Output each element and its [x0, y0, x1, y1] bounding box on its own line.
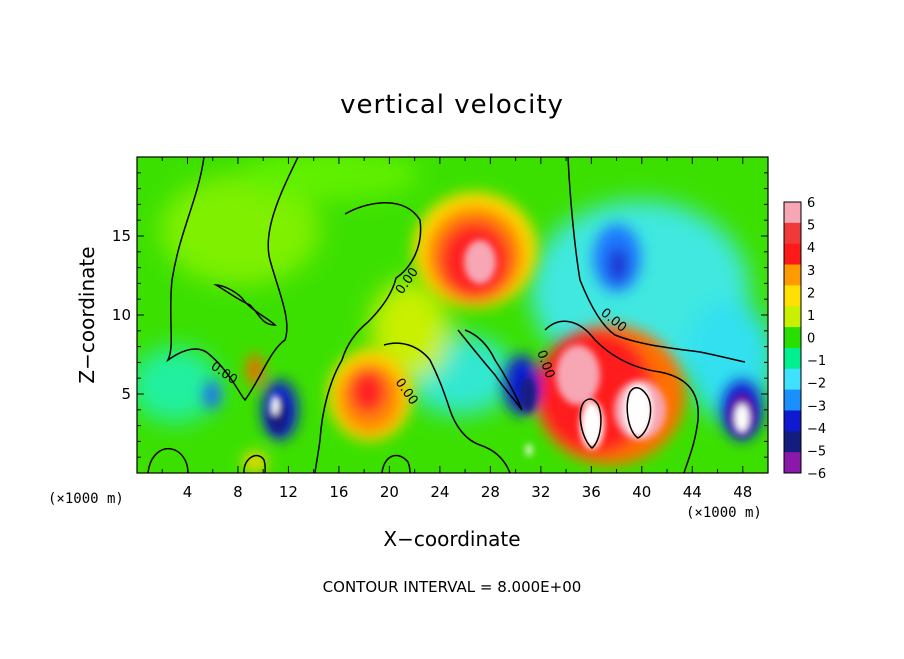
colorbar-swatch	[784, 347, 801, 370]
colorbar-tick-label: −5	[807, 444, 826, 459]
field-pink-right-cell-1	[556, 345, 600, 405]
field-white-center	[526, 444, 532, 456]
field-red-left-lobe	[350, 370, 386, 414]
field-pink-top-center	[464, 240, 496, 284]
colorbar-swatch	[784, 243, 801, 266]
x-axis: 4 8 12 16 20 24 28 32 36 40 44 48	[161, 157, 752, 501]
y-axis: 5 10 15	[112, 172, 768, 458]
colorbar-tick-label: −3	[807, 399, 826, 414]
contour-right-main	[567, 157, 746, 363]
x-tick-label: 12	[279, 483, 298, 501]
colorbar-swatch	[784, 264, 801, 286]
x-tick-label: 8	[233, 483, 243, 501]
field-lightgreen-top	[240, 157, 420, 200]
field-darkblue-upper-right	[608, 247, 628, 283]
contour-right-cell	[544, 320, 699, 473]
colorbar-tick-label: 1	[807, 309, 815, 324]
colorbar-swatch	[784, 306, 801, 328]
colorbar-tick-label: 4	[807, 241, 815, 256]
colorbar-swatch	[784, 389, 801, 411]
field-cyan-left	[137, 347, 220, 423]
x-tick-label: 16	[329, 483, 348, 501]
contour-bottom-left-loop	[147, 448, 189, 473]
x-axis-title: X−coordinate	[383, 527, 520, 551]
field-white-farright	[735, 404, 749, 432]
contour-left-boundary	[166, 157, 299, 402]
contour-mid	[383, 342, 511, 473]
colorbar-swatch	[784, 327, 801, 349]
contour-interval-footnote: CONTOUR INTERVAL = 8.000E+00	[323, 578, 582, 596]
field-lightgreen-left	[160, 175, 320, 285]
contour-right-inner-2	[626, 387, 652, 439]
colorbar-tick-label: 0	[807, 332, 815, 347]
y-tick-label: 5	[121, 385, 131, 403]
field-blue-smallleft	[204, 381, 220, 409]
colorbar-tick-label: −2	[807, 377, 826, 392]
x-tick-label: 36	[582, 483, 601, 501]
colorbar: 6 5 4 3 2 1 0 −1 −2 −3 −4 −5 −6	[783, 196, 826, 482]
colorbar-swatch	[784, 202, 801, 224]
field-orange-smallleft	[247, 354, 263, 386]
field-white-left	[271, 395, 279, 415]
colorbar-swatch	[784, 452, 801, 474]
colorbar-swatch	[784, 285, 801, 307]
colorbar-swatch	[784, 368, 801, 391]
x-tick-label: 20	[380, 483, 399, 501]
y-axis-title: Z−coordinate	[75, 246, 99, 383]
colorbar-tick-label: 3	[807, 264, 815, 279]
x-axis-unit-right: (×1000 m)	[686, 505, 762, 521]
contour-bottom-small-loop	[243, 454, 266, 473]
x-axis-unit-left: (×1000 m)	[48, 491, 124, 507]
contour-right-inner-1	[579, 398, 602, 449]
colorbar-swatch	[784, 222, 801, 245]
x-tick-label: 4	[183, 483, 193, 501]
contour-center-loop	[457, 329, 523, 411]
x-tick-label: 32	[531, 483, 550, 501]
x-tick-label: 28	[481, 483, 500, 501]
colorbar-tick-label: 5	[807, 219, 815, 234]
x-tick-label: 44	[683, 483, 702, 501]
colorbar-swatch	[784, 410, 801, 432]
contour-mid-left	[314, 202, 422, 473]
field-purple-center	[520, 377, 536, 413]
contour-left-lobe	[213, 284, 277, 326]
colorbar-tick-label: 2	[807, 286, 815, 301]
contour-bottom-center-loop	[381, 454, 411, 473]
colorbar-tick-label: 6	[807, 196, 815, 211]
colorbar-tick-label: −4	[807, 422, 826, 437]
x-tick-label: 48	[733, 483, 752, 501]
colorbar-tick-label: −1	[807, 354, 826, 369]
x-tick-label: 24	[430, 483, 449, 501]
y-tick-label: 15	[112, 227, 131, 245]
chart-title: vertical velocity	[340, 90, 564, 120]
zero-contours	[147, 157, 746, 473]
colorbar-tick-label: −6	[807, 467, 826, 482]
colorbar-swatch	[784, 431, 801, 453]
y-tick-label: 10	[112, 306, 131, 324]
heatmap-field: 0.00 0.00 0.00 0.00 0.00	[137, 157, 768, 473]
colorbar-frame	[783, 201, 802, 474]
field-white-right-2	[624, 384, 652, 436]
x-tick-label: 40	[632, 483, 651, 501]
